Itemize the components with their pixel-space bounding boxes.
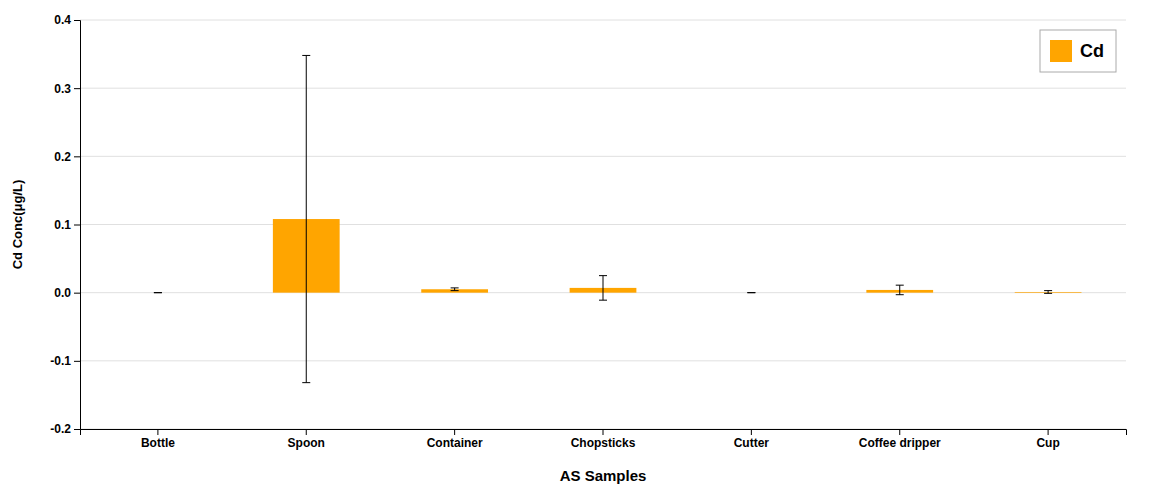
x-tick-mark bbox=[1048, 429, 1049, 435]
error-bar bbox=[899, 285, 900, 295]
x-tick-mark bbox=[454, 429, 455, 435]
x-tick: Cutter bbox=[734, 429, 770, 450]
error-cap bbox=[451, 287, 459, 288]
x-tick-label: Cup bbox=[1036, 436, 1059, 450]
y-tick-mark bbox=[74, 156, 80, 157]
y-tick-mark bbox=[74, 88, 80, 89]
error-cap bbox=[599, 275, 607, 276]
x-tick: Spoon bbox=[288, 429, 325, 450]
error-bars bbox=[154, 55, 1052, 382]
x-tick-label: Chopsticks bbox=[571, 436, 636, 450]
y-tick: -0.2 bbox=[50, 422, 80, 436]
x-tick: Cup bbox=[1036, 429, 1059, 450]
legend-label: Cd bbox=[1080, 41, 1104, 61]
y-tick-mark bbox=[74, 225, 80, 226]
y-tick-label: 0.1 bbox=[54, 218, 71, 232]
y-tick-mark bbox=[74, 20, 80, 21]
x-tick-mark bbox=[306, 429, 307, 435]
x-tick: Coffee dripper bbox=[859, 429, 941, 450]
y-tick-label: 0.2 bbox=[54, 150, 71, 164]
y-axis-line bbox=[74, 21, 81, 430]
x-tick: Container bbox=[427, 429, 483, 450]
y-tick: 0.0 bbox=[54, 286, 80, 300]
error-cap bbox=[154, 292, 162, 293]
error-cap bbox=[451, 290, 459, 291]
plot: -0.2 -0.1 0.0 0.1 0.2 0.3 0.4 Bottle Spoon Contai… bbox=[50, 13, 1126, 449]
legend: Cd bbox=[1040, 30, 1116, 72]
grid-line bbox=[80, 156, 1126, 157]
error-cap bbox=[747, 292, 755, 293]
bar bbox=[718, 292, 785, 293]
error-cap bbox=[302, 55, 310, 56]
error-cap bbox=[1044, 293, 1052, 294]
y-tick: 0.2 bbox=[54, 150, 80, 164]
x-axis-line bbox=[81, 430, 1127, 436]
y-tick: 0.1 bbox=[54, 218, 80, 232]
y-axis: -0.2 -0.1 0.0 0.1 0.2 0.3 0.4 bbox=[50, 13, 80, 436]
grid bbox=[80, 20, 1126, 429]
error-cap bbox=[302, 382, 310, 383]
grid-line bbox=[80, 88, 1126, 89]
error-cap bbox=[154, 292, 162, 293]
legend-frame bbox=[1040, 30, 1116, 72]
x-tick-label: Spoon bbox=[288, 436, 325, 450]
x-tick-label: Cutter bbox=[734, 436, 770, 450]
x-tick-label: Bottle bbox=[141, 436, 175, 450]
bar bbox=[125, 292, 192, 293]
error-cap bbox=[747, 292, 755, 293]
y-tick: 0.4 bbox=[54, 13, 80, 27]
y-tick-mark bbox=[74, 361, 80, 362]
grid-line bbox=[80, 224, 1126, 225]
x-axis-title: AS Samples bbox=[560, 467, 647, 484]
error-bar bbox=[603, 276, 604, 301]
legend-item: Cd bbox=[1050, 40, 1104, 62]
error-cap bbox=[599, 300, 607, 301]
y-tick-label: -0.2 bbox=[50, 422, 71, 436]
marks bbox=[154, 55, 1082, 382]
x-tick-label: Container bbox=[427, 436, 483, 450]
grid-line bbox=[80, 20, 1126, 21]
y-tick-label: 0.0 bbox=[54, 286, 71, 300]
error-cap bbox=[896, 294, 904, 295]
x-tick-label: Coffee dripper bbox=[859, 436, 941, 450]
y-tick: -0.1 bbox=[50, 354, 80, 368]
error-cap bbox=[1044, 290, 1052, 291]
y-tick-label: -0.1 bbox=[50, 354, 71, 368]
x-tick: Chopsticks bbox=[571, 429, 636, 450]
legend-swatch bbox=[1050, 40, 1072, 62]
x-tick: Bottle bbox=[141, 429, 175, 450]
grid-line bbox=[80, 360, 1126, 361]
x-tick-mark bbox=[603, 429, 604, 435]
bar bbox=[1015, 291, 1082, 293]
y-axis-title: Cd Conc(μg/L) bbox=[10, 180, 25, 270]
y-tick-label: 0.4 bbox=[54, 13, 71, 27]
x-axis: Bottle Spoon Container Chopsticks Cutter Coff… bbox=[81, 429, 1127, 450]
error-cap bbox=[896, 285, 904, 286]
x-tick-mark bbox=[899, 429, 900, 435]
x-tick-mark bbox=[751, 429, 752, 435]
y-tick: 0.3 bbox=[54, 82, 80, 96]
x-tick-mark bbox=[157, 429, 158, 435]
y-tick-mark bbox=[74, 293, 80, 294]
error-bar bbox=[306, 55, 307, 382]
y-tick-label: 0.3 bbox=[54, 82, 71, 96]
y-tick-mark bbox=[74, 429, 80, 430]
chart: -0.2 -0.1 0.0 0.1 0.2 0.3 0.4 Bottle Spoon Contai… bbox=[0, 0, 1150, 495]
